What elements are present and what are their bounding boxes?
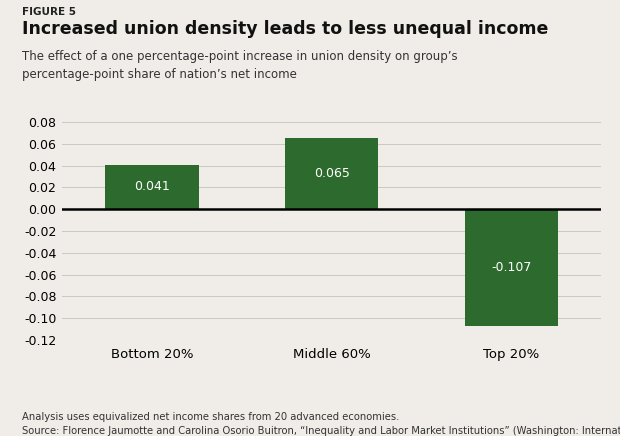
Text: 0.065: 0.065 (314, 167, 350, 181)
Bar (285, 139, 378, 209)
Text: Analysis uses equivalized net income shares from 20 advanced economies.
Source: : Analysis uses equivalized net income sha… (22, 412, 620, 436)
Text: 0.041: 0.041 (134, 181, 170, 194)
Text: FIGURE 5: FIGURE 5 (22, 7, 76, 17)
Bar (465, 209, 558, 326)
Bar (105, 165, 198, 209)
Text: Increased union density leads to less unequal income: Increased union density leads to less un… (22, 20, 548, 37)
Text: The effect of a one percentage-point increase in union density on group’s
percen: The effect of a one percentage-point inc… (22, 50, 458, 81)
Text: -0.107: -0.107 (491, 261, 532, 274)
